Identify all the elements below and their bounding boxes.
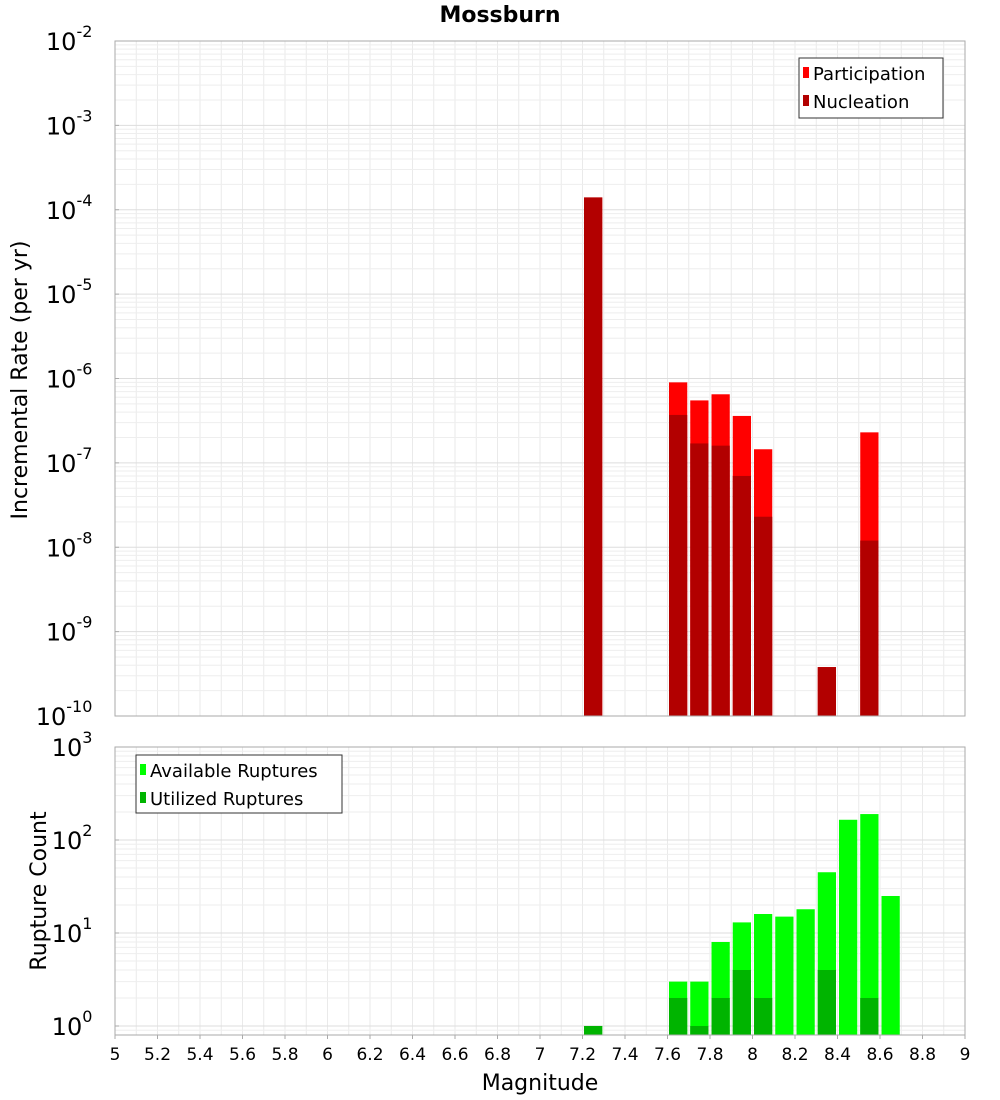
x-tick-label: 5.6 bbox=[229, 1045, 256, 1065]
bottom-bars bbox=[584, 814, 900, 1035]
x-tick-label: 6 bbox=[322, 1045, 333, 1065]
chart-title: Mossburn bbox=[439, 3, 560, 28]
top-y-tick-label: 10-10 bbox=[36, 697, 102, 731]
bottom-y-tick-label: 103 bbox=[52, 728, 102, 762]
legend-swatch-utilized bbox=[140, 792, 146, 803]
top-y-tick-label: 10-6 bbox=[46, 360, 102, 394]
bottom-bar-utilized-ruptures bbox=[754, 997, 773, 1035]
legend-label-nucleation: Nucleation bbox=[813, 92, 909, 113]
top-y-axis-label: Incremental Rate (per yr) bbox=[8, 241, 33, 520]
top-y-tick-label: 10-4 bbox=[46, 191, 102, 225]
x-tick-label: 9 bbox=[960, 1045, 971, 1065]
top-y-tick-label: 10-5 bbox=[46, 275, 102, 309]
bottom-bar-utilized-ruptures bbox=[669, 997, 688, 1035]
bottom-bar-available-ruptures bbox=[690, 981, 709, 1035]
top-grid bbox=[114, 41, 966, 717]
x-tick-label: 5.8 bbox=[271, 1045, 298, 1065]
x-tick-label: 5.2 bbox=[144, 1045, 171, 1065]
legend-label-available: Available Ruptures bbox=[150, 761, 318, 782]
x-tick-label: 7.4 bbox=[611, 1045, 638, 1065]
bottom-bar-available-ruptures bbox=[775, 916, 794, 1035]
x-tick-label: 7.2 bbox=[569, 1045, 596, 1065]
top-bars bbox=[584, 197, 879, 717]
bottom-bar-available-ruptures bbox=[796, 909, 815, 1035]
x-tick-label: 6.2 bbox=[356, 1045, 383, 1065]
top-legend: Participation Nucleation bbox=[798, 57, 944, 119]
bottom-bar-utilized-ruptures bbox=[817, 969, 836, 1035]
x-tick-label: 6.6 bbox=[441, 1045, 468, 1065]
bottom-bar-available-ruptures bbox=[839, 819, 858, 1035]
x-tick-label: 7 bbox=[535, 1045, 546, 1065]
top-bar-nucleation bbox=[860, 540, 879, 716]
bottom-bar-available-ruptures bbox=[881, 895, 900, 1035]
legend-swatch-participation bbox=[803, 67, 809, 78]
bottom-bar-utilized-ruptures bbox=[732, 969, 751, 1035]
top-y-tick-label: 10-7 bbox=[46, 444, 102, 478]
legend-swatch-nucleation bbox=[803, 95, 809, 106]
top-y-ticks: 10-2 10-3 10-4 10-5 10-6 10-7 10-8 10-9 … bbox=[36, 22, 119, 731]
top-y-tick-label: 10-2 bbox=[46, 22, 102, 56]
top-bar-nucleation bbox=[754, 516, 773, 716]
bottom-bar-available-ruptures bbox=[860, 814, 879, 1035]
bottom-bar-utilized-ruptures bbox=[860, 997, 879, 1035]
bottom-y-tick-label: 102 bbox=[52, 821, 102, 855]
top-bar-nucleation bbox=[817, 667, 836, 716]
x-tick-label: 8.8 bbox=[909, 1045, 936, 1065]
bottom-y-ticks: 103 102 101 100 bbox=[52, 728, 119, 1041]
legend-swatch-available bbox=[140, 764, 146, 775]
bottom-bar-utilized-ruptures bbox=[711, 997, 730, 1035]
x-tick-label: 7.8 bbox=[696, 1045, 723, 1065]
x-tick-label: 8.2 bbox=[781, 1045, 808, 1065]
bottom-legend-box bbox=[135, 754, 343, 814]
legend-label-participation: Participation bbox=[813, 64, 925, 85]
top-bar-nucleation bbox=[690, 443, 709, 716]
top-bar-nucleation bbox=[711, 445, 730, 716]
bottom-y-tick-label: 100 bbox=[52, 1007, 102, 1041]
top-legend-box bbox=[798, 57, 944, 119]
x-tick-label: 8.4 bbox=[824, 1045, 851, 1065]
top-bar-nucleation bbox=[732, 475, 751, 716]
x-tick-label: 8 bbox=[747, 1045, 758, 1065]
bottom-legend: Available Ruptures Utilized Ruptures bbox=[135, 754, 343, 814]
bottom-y-axis-label: Rupture Count bbox=[27, 811, 52, 971]
legend-label-utilized: Utilized Ruptures bbox=[150, 789, 303, 810]
x-tick-label: 6.4 bbox=[399, 1045, 426, 1065]
x-tick-label: 5.4 bbox=[186, 1045, 213, 1065]
bottom-bar-utilized-ruptures bbox=[584, 1025, 603, 1035]
x-axis-label: Magnitude bbox=[482, 1071, 599, 1096]
top-bar-nucleation bbox=[584, 197, 603, 717]
x-tick-label: 8.6 bbox=[866, 1045, 893, 1065]
bottom-bar-utilized-ruptures bbox=[690, 1025, 709, 1035]
bottom-y-tick-label: 101 bbox=[52, 914, 102, 948]
x-ticks: 5 5.2 5.4 5.6 5.8 6 6.2 6.4 6.6 6.8 7 7.2 7.4 7.6 7.8 8… bbox=[110, 1035, 971, 1065]
top-y-tick-label: 10-8 bbox=[46, 528, 102, 562]
top-bar-nucleation bbox=[669, 414, 688, 716]
x-tick-label: 7.6 bbox=[654, 1045, 681, 1065]
x-tick-label: 6.8 bbox=[484, 1045, 511, 1065]
top-y-tick-label: 10-3 bbox=[46, 106, 102, 140]
x-tick-label: 5 bbox=[110, 1045, 121, 1065]
top-y-tick-label: 10-9 bbox=[46, 613, 102, 647]
